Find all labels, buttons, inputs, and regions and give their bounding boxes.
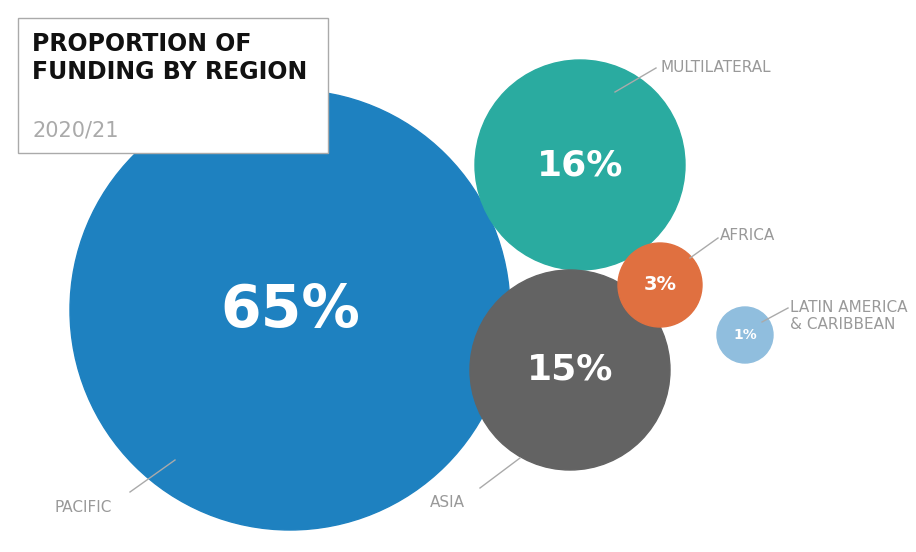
Circle shape — [470, 270, 670, 470]
Text: 3%: 3% — [644, 275, 677, 295]
Circle shape — [70, 90, 510, 530]
Text: 16%: 16% — [537, 148, 623, 182]
Circle shape — [475, 60, 685, 270]
Text: 1%: 1% — [733, 328, 757, 342]
Text: PACIFIC: PACIFIC — [55, 500, 113, 515]
Text: AFRICA: AFRICA — [720, 228, 775, 243]
Circle shape — [618, 243, 702, 327]
Text: MULTILATERAL: MULTILATERAL — [660, 60, 770, 75]
Text: ASIA: ASIA — [430, 495, 465, 510]
Text: LATIN AMERICA
& CARIBBEAN: LATIN AMERICA & CARIBBEAN — [790, 300, 908, 332]
Text: PROPORTION OF
FUNDING BY REGION: PROPORTION OF FUNDING BY REGION — [32, 32, 307, 84]
Text: 15%: 15% — [527, 353, 613, 387]
FancyBboxPatch shape — [18, 18, 328, 153]
Circle shape — [717, 307, 773, 363]
Text: 2020/21: 2020/21 — [32, 121, 118, 141]
Text: 65%: 65% — [220, 282, 360, 338]
